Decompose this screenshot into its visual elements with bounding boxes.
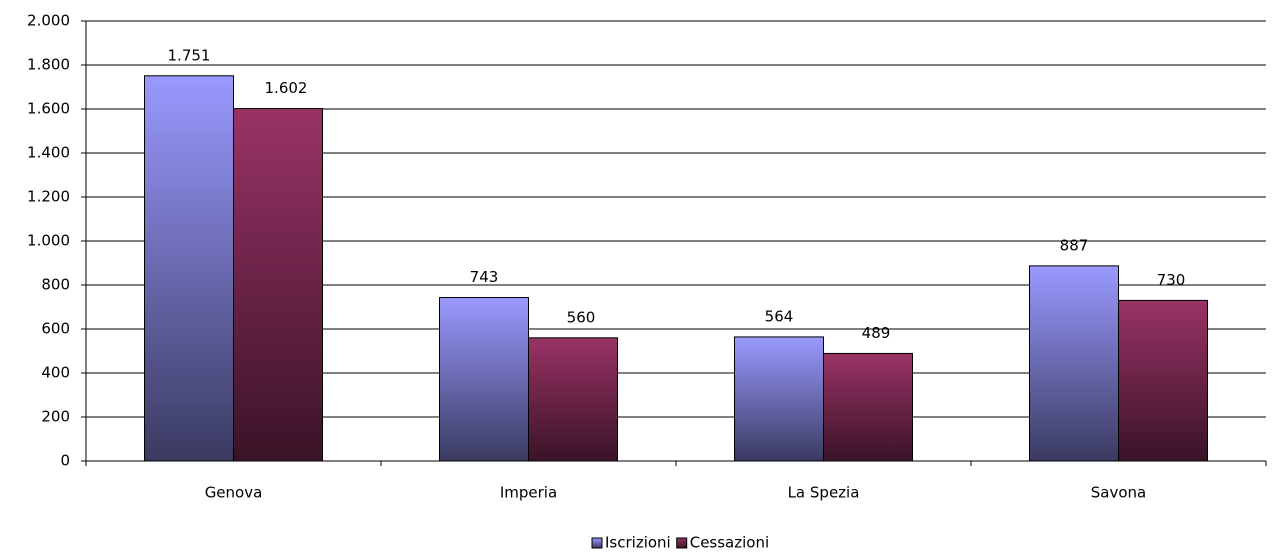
data-label: 489 — [862, 324, 891, 342]
x-tick-label: Imperia — [500, 484, 557, 502]
legend-swatch — [676, 537, 688, 549]
bar — [823, 352, 913, 462]
data-label: 730 — [1157, 271, 1186, 289]
y-tick-label: 1.600 — [27, 100, 70, 118]
y-tick-label: 0 — [60, 452, 70, 470]
bar — [1118, 299, 1208, 462]
y-tick-label: 600 — [41, 320, 70, 338]
legend-label: Cessazioni — [690, 534, 769, 552]
data-label: 564 — [765, 307, 794, 325]
legend-label: Iscrizioni — [605, 534, 671, 552]
bar — [1029, 265, 1119, 462]
data-label: 1.602 — [265, 79, 308, 97]
x-tick-label: Savona — [1091, 484, 1146, 502]
data-label: 887 — [1060, 236, 1089, 254]
y-tick-label: 1.400 — [27, 144, 70, 162]
bar — [144, 75, 234, 462]
y-tick-label: 2.000 — [27, 12, 70, 30]
y-tick-label: 800 — [41, 276, 70, 294]
x-tick-label: Genova — [205, 484, 263, 502]
y-tick-label: 1.200 — [27, 188, 70, 206]
bar — [734, 336, 824, 462]
data-label: 560 — [567, 308, 596, 326]
bar — [439, 297, 529, 462]
y-tick-label: 1.800 — [27, 56, 70, 74]
y-tick-label: 400 — [41, 364, 70, 382]
data-label: 1.751 — [168, 46, 211, 64]
y-tick-label: 1.000 — [27, 232, 70, 250]
data-label: 743 — [470, 268, 499, 286]
y-tick-label: 200 — [41, 408, 70, 426]
bar — [233, 108, 323, 462]
bar — [528, 337, 618, 462]
legend-swatch — [591, 537, 603, 549]
x-tick-label: La Spezia — [788, 484, 860, 502]
